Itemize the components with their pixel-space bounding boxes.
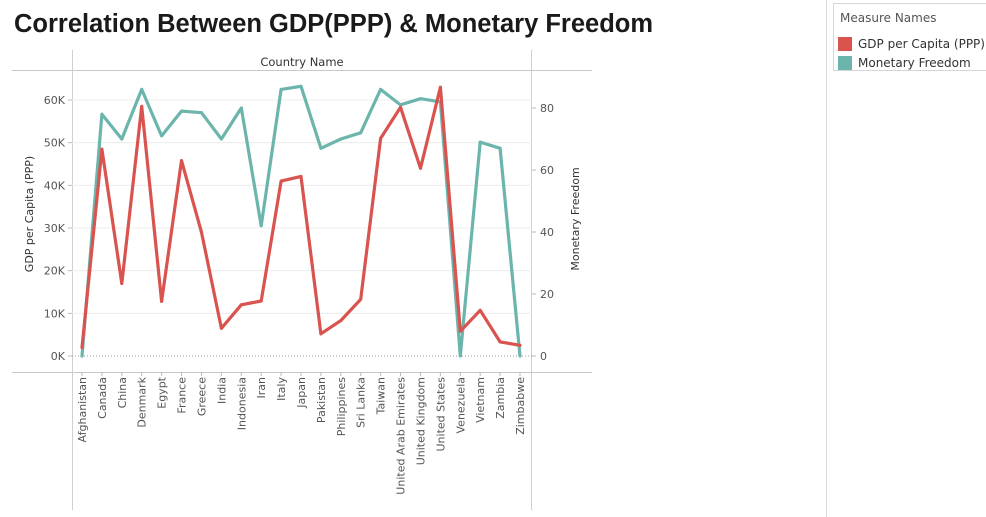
- data-point-monetary-freedom: [160, 134, 164, 138]
- data-point-monetary-freedom: [180, 109, 184, 113]
- series-line-gdp: [80, 85, 522, 350]
- data-point-monetary-freedom: [120, 137, 124, 141]
- data-point-gdp: [478, 308, 482, 312]
- y-left-tick-label: 10K: [44, 307, 66, 320]
- x-tick-label: Japan: [295, 377, 308, 409]
- x-tick-label: China: [116, 377, 129, 408]
- page-title: Correlation Between GDP(PPP) & Monetary …: [14, 10, 654, 38]
- data-point-gdp: [418, 166, 422, 170]
- data-point-gdp: [359, 297, 363, 301]
- y-axis-left-title: GDP per Capita (PPP): [23, 156, 36, 272]
- y-left-tick-label: 0K: [51, 350, 66, 363]
- x-tick-label: Philippines: [335, 377, 348, 437]
- x-tick-label: United Arab Emirates: [395, 377, 408, 495]
- data-point-gdp: [438, 85, 442, 89]
- x-tick-label: Taiwan: [375, 377, 388, 415]
- data-point-gdp: [259, 299, 263, 303]
- y-right-tick-label: 80: [540, 102, 554, 115]
- x-tick-label: Pakistan: [315, 377, 328, 423]
- panel-divider: [826, 0, 827, 517]
- y-left-tick-label: 50K: [44, 137, 66, 150]
- series-line-monetary-freedom: [80, 84, 522, 358]
- data-point-monetary-freedom: [418, 97, 422, 101]
- data-point-gdp: [180, 159, 184, 163]
- data-point-gdp: [160, 299, 164, 303]
- data-point-gdp: [219, 326, 223, 330]
- x-tick-label: Sri Lanka: [355, 377, 368, 428]
- data-point-gdp: [239, 303, 243, 307]
- chart: Country Name GDP per Capita (PPP) Moneta…: [12, 50, 592, 510]
- y-left-tick-label: 60K: [44, 94, 66, 107]
- data-point-gdp: [498, 340, 502, 344]
- y-left-tick-label: 20K: [44, 265, 66, 278]
- data-point-monetary-freedom: [80, 354, 84, 358]
- x-tick-label: Zimbabwe: [514, 377, 527, 435]
- x-tick-label: Denmark: [136, 376, 149, 427]
- x-tick-label: Venezuela: [454, 377, 467, 434]
- data-point-monetary-freedom: [140, 87, 144, 91]
- data-point-monetary-freedom: [478, 140, 482, 144]
- data-point-gdp: [140, 104, 144, 108]
- data-point-gdp: [379, 136, 383, 140]
- data-point-gdp: [120, 281, 124, 285]
- data-point-gdp: [199, 230, 203, 234]
- data-point-monetary-freedom: [279, 87, 283, 91]
- y-axis-right-title: Monetary Freedom: [569, 167, 582, 270]
- y-right-tick-label: 60: [540, 164, 554, 177]
- data-point-monetary-freedom: [399, 103, 403, 107]
- x-tick-label: Afghanistan: [76, 377, 89, 443]
- legend-swatch-gdp: [838, 37, 852, 51]
- x-tick-label: Iran: [255, 377, 268, 399]
- data-point-monetary-freedom: [498, 146, 502, 150]
- y-right-tick-label: 40: [540, 226, 554, 239]
- y-left-tick-label: 30K: [44, 222, 66, 235]
- data-point-monetary-freedom: [219, 137, 223, 141]
- data-point-monetary-freedom: [359, 131, 363, 135]
- data-point-monetary-freedom: [299, 84, 303, 88]
- data-point-monetary-freedom: [339, 137, 343, 141]
- legend[interactable]: Measure Names GDP per Capita (PPP) Monet…: [833, 3, 986, 71]
- data-point-monetary-freedom: [239, 106, 243, 110]
- data-point-gdp: [458, 329, 462, 333]
- legend-title: Measure Names: [840, 11, 937, 25]
- data-point-monetary-freedom: [518, 354, 522, 358]
- data-point-monetary-freedom: [458, 354, 462, 358]
- x-tick-label: United States: [434, 377, 447, 452]
- x-tick-label: Egypt: [156, 376, 169, 408]
- data-point-monetary-freedom: [100, 112, 104, 116]
- data-point-monetary-freedom: [259, 224, 263, 228]
- data-point-gdp: [279, 179, 283, 183]
- legend-label-monetary-freedom: Monetary Freedom: [858, 56, 971, 70]
- x-tick-label: Greece: [195, 377, 208, 416]
- data-point-monetary-freedom: [319, 146, 323, 150]
- x-tick-label: Vietnam: [474, 377, 487, 423]
- data-point-gdp: [319, 332, 323, 336]
- data-point-gdp: [100, 147, 104, 151]
- y-left-tick-label: 40K: [44, 179, 66, 192]
- data-point-gdp: [518, 343, 522, 347]
- legend-label-gdp: GDP per Capita (PPP): [858, 37, 985, 51]
- y-right-tick-label: 20: [540, 288, 554, 301]
- data-point-monetary-freedom: [379, 87, 383, 91]
- x-tick-label: Italy: [275, 377, 288, 401]
- legend-swatch-monetary-freedom: [838, 56, 852, 70]
- y-right-tick-label: 0: [540, 350, 547, 363]
- x-tick-label: United Kingdom: [414, 377, 427, 465]
- x-tick-label: India: [215, 377, 228, 404]
- data-point-gdp: [299, 174, 303, 178]
- x-tick-label: Indonesia: [235, 377, 248, 430]
- x-tick-label: Canada: [96, 377, 109, 419]
- data-point-monetary-freedom: [199, 111, 203, 115]
- x-axis-title: Country Name: [260, 55, 343, 69]
- data-point-gdp: [399, 105, 403, 109]
- x-tick-label: Zambia: [494, 377, 507, 419]
- x-tick-label: France: [176, 377, 189, 414]
- chart-frame: [12, 50, 592, 510]
- data-point-gdp: [80, 345, 84, 349]
- data-point-gdp: [339, 319, 343, 323]
